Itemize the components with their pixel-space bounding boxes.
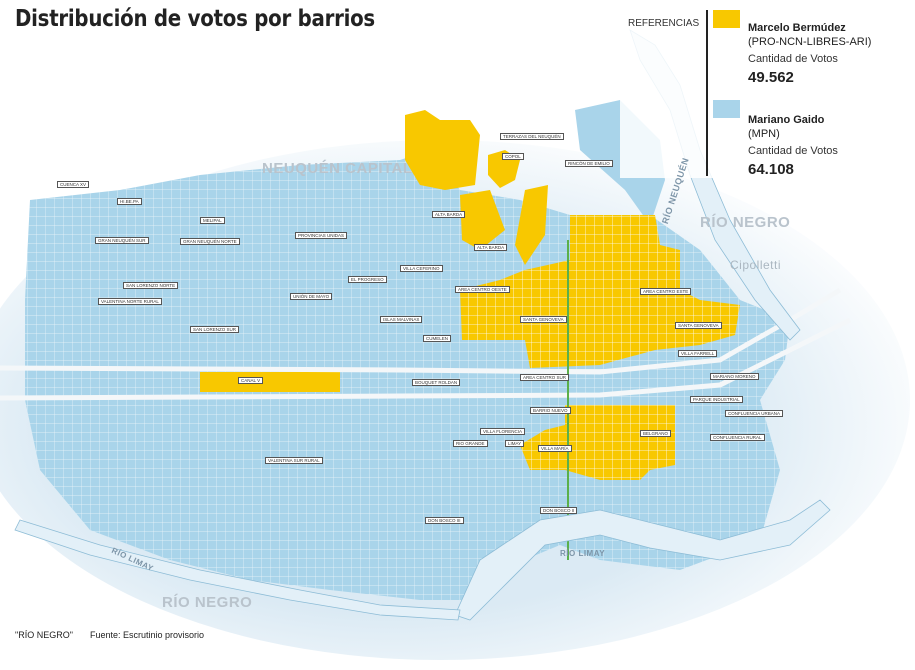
legend-swatch-gaido <box>713 100 740 118</box>
barrio-label: AREA CENTRO SUR <box>520 374 570 381</box>
barrio-label: BOUQUET ROLDAN <box>412 379 461 386</box>
legend-name-gaido: Mariano Gaido <box>748 114 825 126</box>
legend: REFERENCIAS Marcelo Bermúdez (PRO-NCN-LI… <box>620 8 915 178</box>
legend-divider <box>706 10 708 176</box>
barrio-label: COPOL <box>502 153 524 160</box>
barrio-label: LIMAY <box>505 440 525 447</box>
highways <box>0 287 852 401</box>
barrio-label: DON BOSCO II <box>540 507 578 514</box>
barrio-label: PROVINCIAS UNIDAS <box>295 232 348 239</box>
legend-party-gaido: (MPN) <box>748 128 780 140</box>
label-rio-negro-south: RÍO NEGRO <box>162 594 253 611</box>
rio-limay-west-water <box>14 519 461 621</box>
barrio-label: VALENTINA SUR RURAL <box>265 457 323 464</box>
legend-caption-bermudez: Cantidad de Votos <box>748 53 838 65</box>
barrio-label: TERRAZAS DEL NEUQUÉN <box>500 133 564 140</box>
legend-swatch-bermudez <box>713 10 740 28</box>
legend-heading: REFERENCIAS <box>628 18 700 29</box>
barrio-label: BELGRANO <box>640 430 672 437</box>
footer-source: Fuente: Escrutinio provisorio <box>90 630 205 640</box>
barrio-label: DON BOSCO III <box>425 517 464 524</box>
footer-credit: "RÍO NEGRO" <box>15 630 73 640</box>
barrio-label: EL PROGRESO <box>348 276 387 283</box>
barrio-label: SANTA GENOVEVA <box>675 322 722 329</box>
barrio-label: GRAN NEUQUÉN NORTE <box>180 238 240 245</box>
legend-caption-gaido: Cantidad de Votos <box>748 145 838 157</box>
barrio-label: CONFLUENCIA URBANA <box>725 410 784 417</box>
legend-votes-gaido: 64.108 <box>748 161 794 178</box>
barrio-label: AREA CENTRO OESTE <box>455 286 510 293</box>
barrio-label: CANAL V <box>238 377 264 384</box>
barrio-label: SAN LORENZO SUR <box>190 326 240 333</box>
barrio-label: GRAN NEUQUÉN SUR <box>95 237 149 244</box>
legend-party-bermudez: (PRO-NCN-LIBRES-ARI) <box>748 36 872 48</box>
barrio-label: SANTA GENOVEVA <box>520 316 567 323</box>
rio-limay-water <box>454 499 831 621</box>
page-title: Distribución de votos por barrios <box>15 6 375 32</box>
legend-name-bermudez: Marcelo Bermúdez <box>748 22 846 34</box>
barrio-label: CUENCA XV <box>57 181 90 188</box>
barrio-label: ISLAS MALVINAS <box>380 316 423 323</box>
barrio-label: VILLA MARÍA <box>538 445 572 452</box>
label-rio-negro-east: RÍO NEGRO <box>700 214 791 231</box>
barrio-label: RINCÓN DE EMILIO <box>565 160 613 167</box>
barrio-label: CUMELEN <box>423 335 452 342</box>
barrio-label: VALENTINA NORTE RURAL <box>98 298 162 305</box>
barrio-label: MELIPAL <box>200 217 225 224</box>
legend-votes-bermudez: 49.562 <box>748 69 794 86</box>
barrio-label: UNIÓN DE MAYO <box>290 293 333 300</box>
barrio-label: VILLA FARRELL <box>678 350 718 357</box>
barrio-label: SAN LORENZO NORTE <box>123 282 179 289</box>
label-cipolletti: Cipolletti <box>730 258 782 272</box>
barrio-label: VILLA FLORENCIA <box>480 428 526 435</box>
barrio-label: BARRIO NUEVO <box>530 407 571 414</box>
barrio-label: RIO GRANDE <box>453 440 488 447</box>
label-rio-limay-east: RÍO LIMAY <box>560 549 606 558</box>
barrio-label: CONFLUENCIA RURAL <box>710 434 765 441</box>
barrio-label: MARIANO MORENO <box>710 373 759 380</box>
barrio-label: PARQUE INDUSTRIAL <box>690 396 743 403</box>
barrio-label: ALTA BARDA <box>432 211 466 218</box>
barrio-label: AREA CENTRO ESTE <box>640 288 692 295</box>
barrio-label: ALTA BARDA <box>474 244 508 251</box>
barrio-label: HI.BE.PA <box>117 198 142 205</box>
barrio-label: VILLA CEFERINO <box>400 265 443 272</box>
label-neuquen-capital: NEUQUÉN CAPITAL <box>262 160 413 177</box>
